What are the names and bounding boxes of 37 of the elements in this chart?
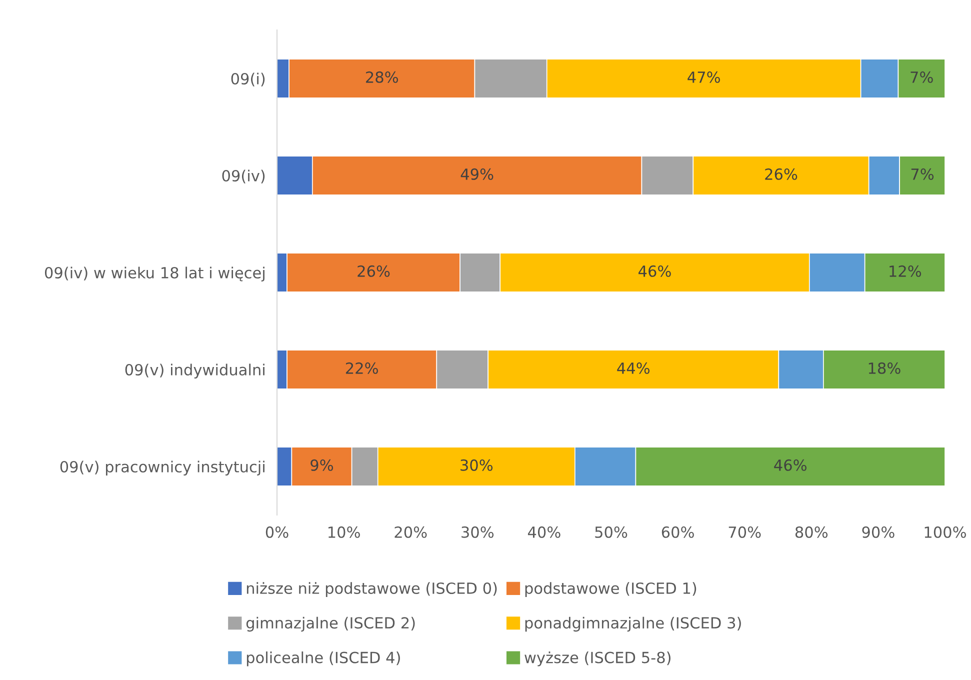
data-label: 47% [688, 71, 720, 83]
x-tick-label: 20% [394, 526, 427, 538]
data-label: 30% [460, 459, 493, 471]
data-label: 46% [774, 459, 806, 471]
data-label: 12% [890, 265, 922, 277]
y-tick-label: 09(iv) w wieku 18 lat i więcej [44, 266, 264, 282]
x-tick-label: 80% [795, 526, 828, 538]
data-label: 22% [346, 362, 378, 374]
legend-label: policealne (ISCED 4) [246, 651, 400, 666]
x-tick-label: 0% [266, 526, 288, 538]
x-tick-label: 40% [528, 526, 560, 538]
x-tick-label: 90% [862, 526, 894, 538]
data-label: 26% [765, 168, 798, 180]
data-label: 26% [358, 265, 390, 277]
y-tick-label: 09(iv) [222, 170, 265, 184]
y-tick-label: 09(v) indywidualni [125, 364, 264, 378]
data-label: 44% [617, 362, 650, 374]
x-tick-label: 100% [924, 526, 966, 538]
x-tick-label: 30% [462, 526, 494, 538]
data-label: 9% [310, 459, 334, 471]
x-tick-label: 70% [728, 526, 761, 538]
legend-label: wyższe (ISCED 5-8) [524, 651, 670, 666]
legend-label: podstawowe (ISCED 1) [525, 582, 696, 597]
x-tick-label: 60% [662, 526, 694, 538]
y-tick-label: 09(v) pracownicy instytucji [60, 460, 264, 476]
x-tick-label: 10% [328, 526, 360, 538]
data-label: 7% [911, 168, 934, 180]
data-label: 7% [910, 71, 933, 83]
data-label: 18% [868, 362, 900, 374]
y-tick-label: 09(i) [231, 72, 265, 86]
legend-label: gimnazjalne (ISCED 2) [246, 616, 415, 632]
legend-label: niższe niż podstawowe (ISCED 0) [246, 582, 497, 597]
legend-label: ponadgimnazjalne (ISCED 3) [525, 616, 741, 632]
data-label: 46% [638, 265, 671, 277]
data-label: 28% [366, 71, 398, 83]
x-tick-label: 50% [595, 526, 628, 538]
data-label: 49% [460, 168, 494, 180]
